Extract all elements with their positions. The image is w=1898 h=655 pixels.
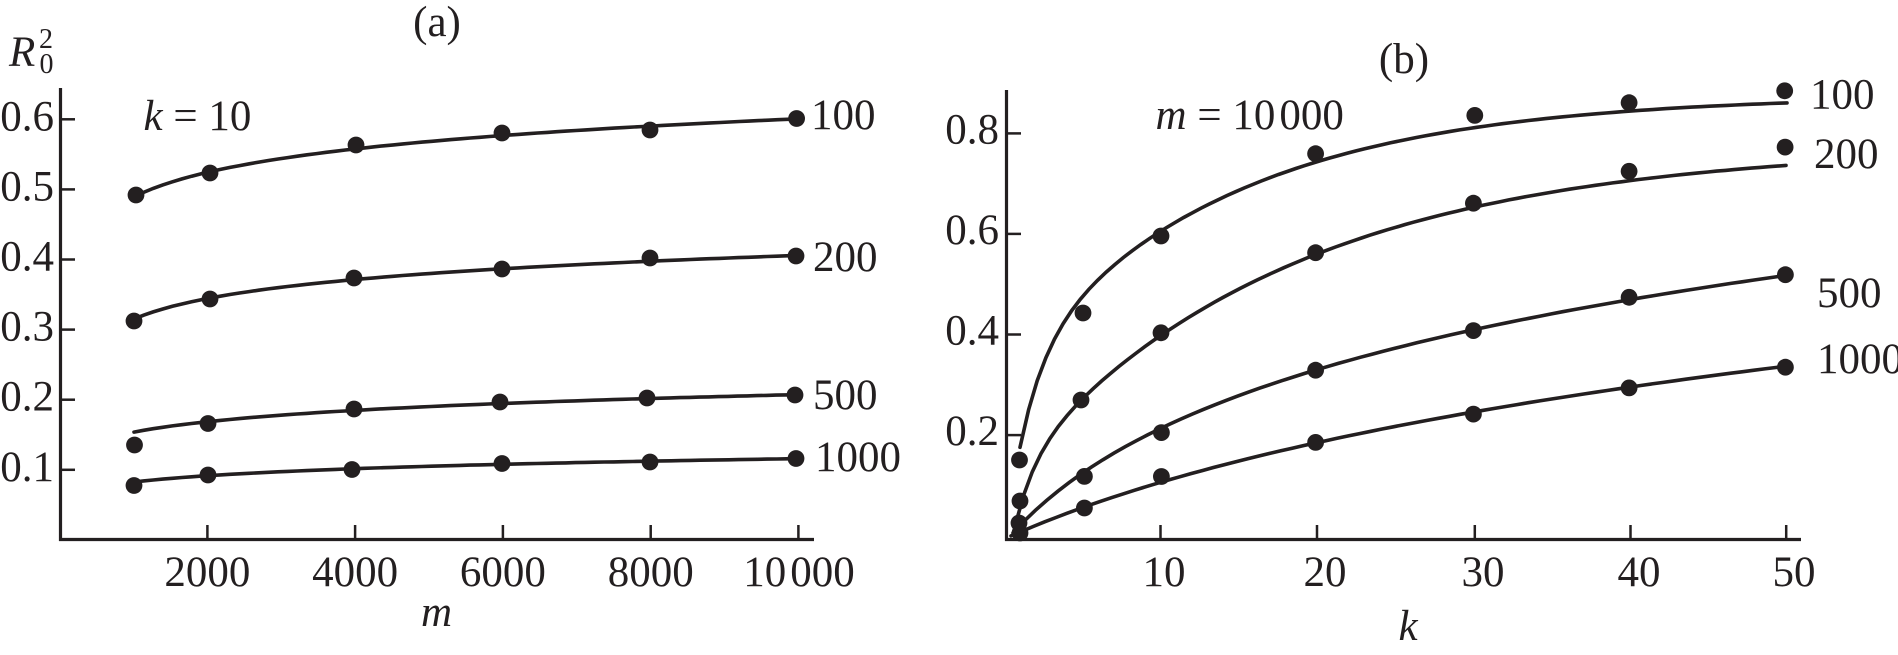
svg-text:40: 40: [1618, 549, 1661, 596]
svg-text:30: 30: [1462, 549, 1505, 596]
svg-text:6000: 6000: [460, 549, 546, 596]
svg-text:100: 100: [1810, 72, 1875, 119]
svg-text:4000: 4000: [312, 549, 398, 596]
svg-text:2: 2: [39, 24, 53, 55]
svg-text:50: 50: [1773, 549, 1816, 596]
svg-text:k = 10: k = 10: [144, 93, 252, 140]
svg-text:(a): (a): [413, 0, 461, 46]
svg-text:500: 500: [1817, 270, 1882, 317]
svg-text:0.6: 0.6: [0, 93, 54, 140]
svg-text:0.2: 0.2: [0, 374, 54, 421]
svg-text:100: 100: [811, 92, 876, 139]
svg-text:0.6: 0.6: [945, 207, 999, 254]
svg-text:k: k: [1398, 603, 1418, 650]
svg-text:2000: 2000: [164, 549, 250, 596]
svg-text:1000: 1000: [1817, 336, 1898, 383]
svg-text:m: m: [421, 589, 452, 636]
svg-text:0.1: 0.1: [0, 444, 54, 491]
svg-text:m = 10000: m = 10000: [1156, 92, 1344, 139]
svg-text:200: 200: [813, 234, 878, 281]
svg-text:500: 500: [813, 372, 878, 419]
svg-text:0.5: 0.5: [0, 163, 54, 210]
svg-text:10: 10: [1143, 549, 1186, 596]
svg-text:0.4: 0.4: [945, 308, 999, 355]
svg-text:R: R: [8, 29, 35, 76]
svg-text:200: 200: [1814, 131, 1879, 178]
svg-text:8000: 8000: [608, 549, 694, 596]
svg-text:10000: 10000: [743, 549, 855, 596]
svg-text:20: 20: [1304, 549, 1347, 596]
svg-text:0.4: 0.4: [0, 234, 54, 281]
svg-text:0.2: 0.2: [945, 408, 999, 455]
svg-text:0.8: 0.8: [945, 106, 999, 153]
svg-text:1000: 1000: [815, 434, 901, 481]
svg-text:0.3: 0.3: [0, 304, 54, 351]
svg-text:0: 0: [40, 49, 54, 80]
svg-text:(b): (b): [1379, 36, 1429, 83]
